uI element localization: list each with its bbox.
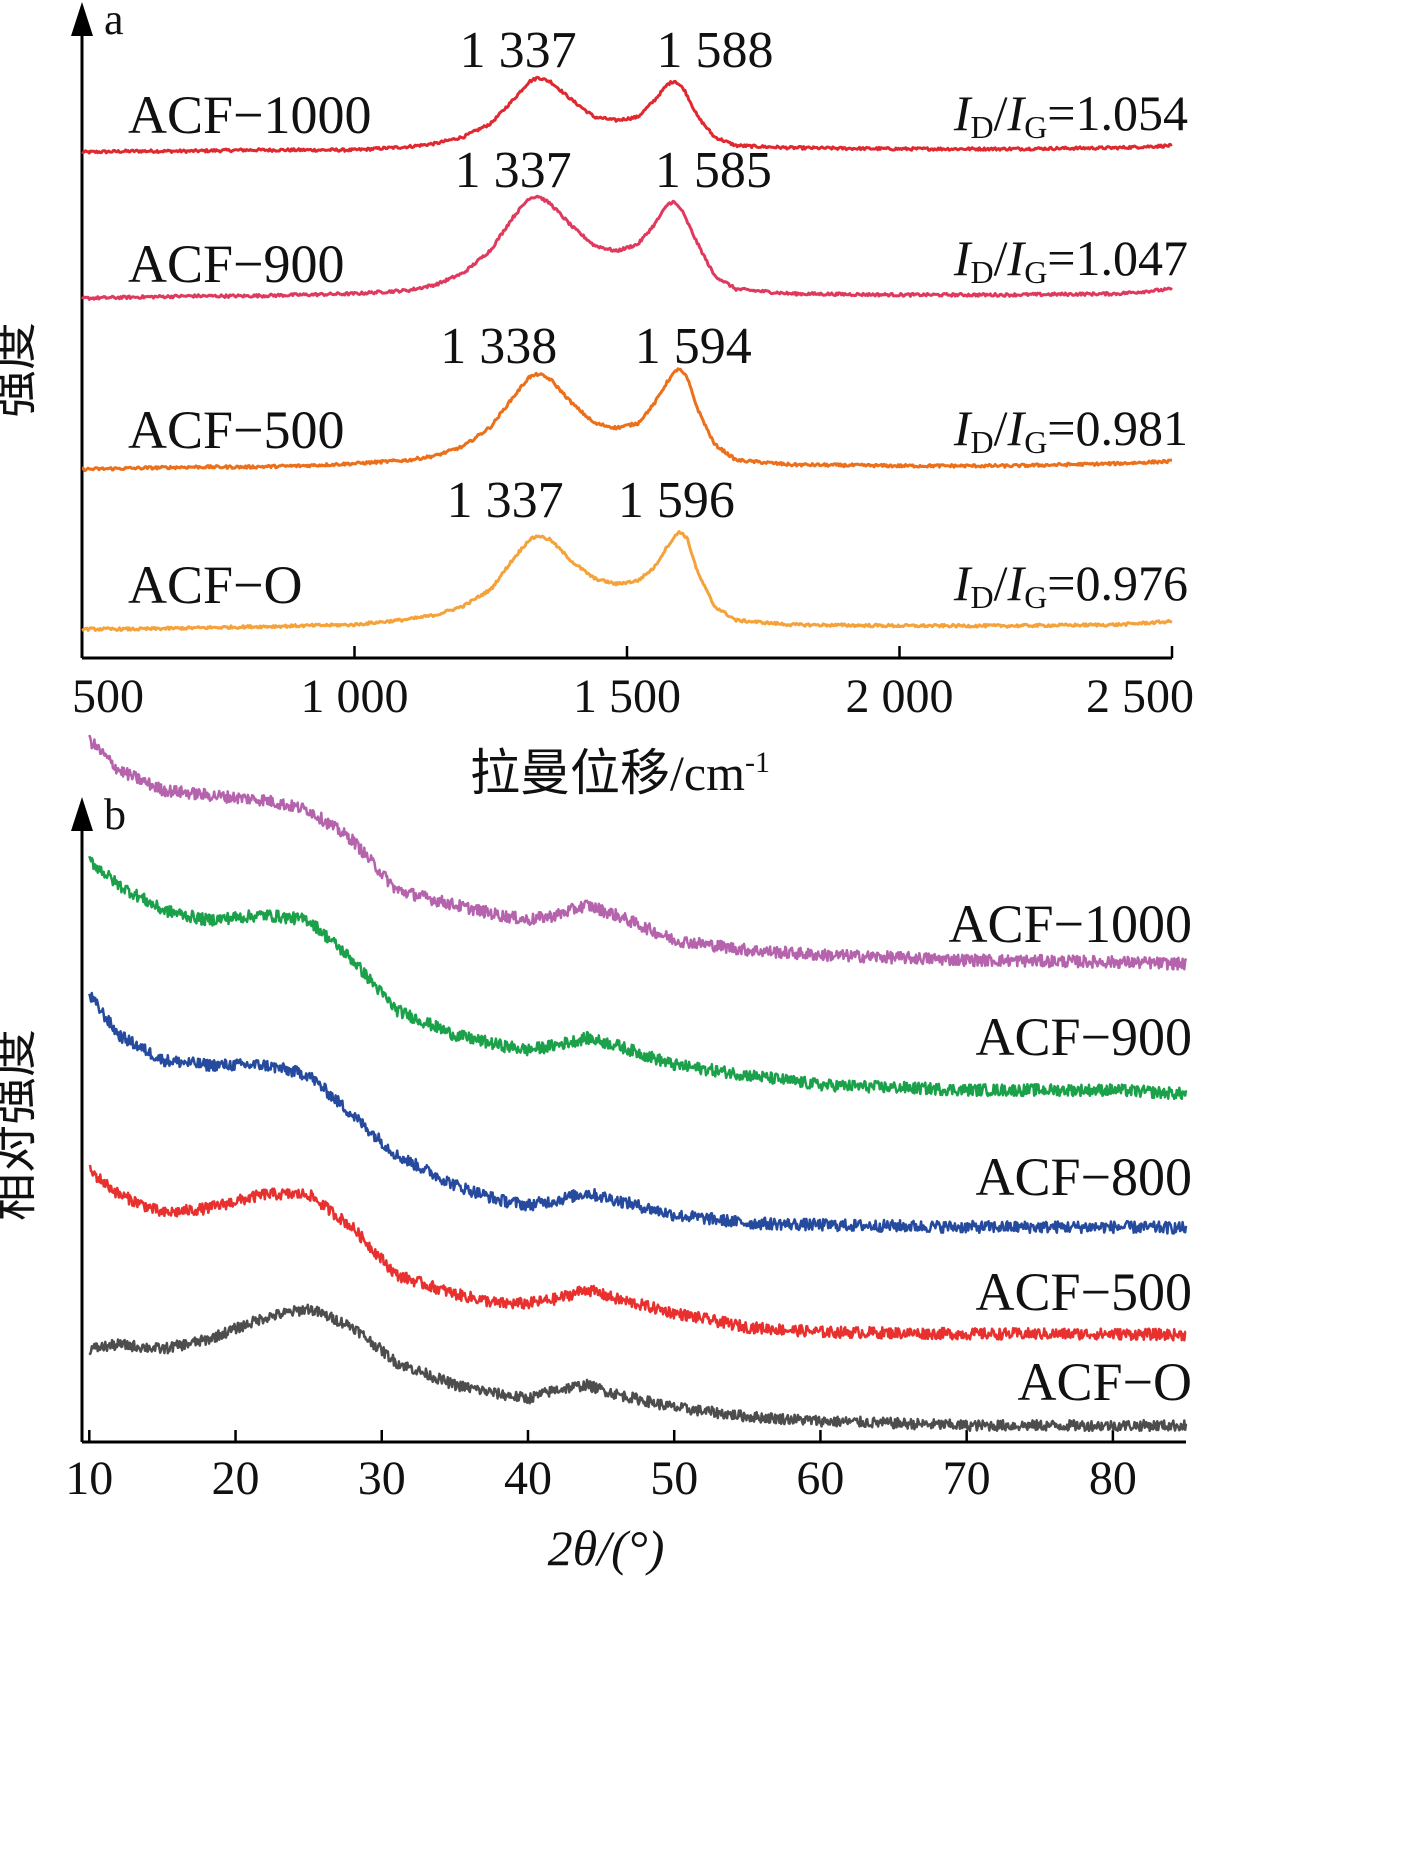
ratio-part: =0.981 xyxy=(1047,400,1188,456)
x-tick-label: 2 500 xyxy=(1086,670,1194,723)
y-axis-title: 强度 xyxy=(0,322,41,418)
x-tick-label: 1 500 xyxy=(573,670,681,723)
peak-label: 1 585 xyxy=(655,142,772,199)
series-5: ACF−O xyxy=(88,1303,1193,1433)
ratio-label: ID/IG=1.054 xyxy=(953,85,1188,145)
ratio-part: =0.976 xyxy=(1047,555,1188,611)
series-line xyxy=(81,194,1173,301)
x-tick-label: 20 xyxy=(212,1452,260,1505)
ratio-part: D xyxy=(971,579,994,615)
ratio-part: I xyxy=(953,555,973,611)
ratio-part: I xyxy=(1007,555,1027,611)
series-label: ACF−1000 xyxy=(128,85,372,145)
series-label: ACF−500 xyxy=(975,1262,1192,1322)
ratio-part: G xyxy=(1024,254,1047,290)
ratio-part: D xyxy=(971,254,994,290)
x-tick-label: 1 000 xyxy=(301,670,409,723)
ratio-part: I xyxy=(953,230,973,286)
y-axis-title: 相对强度 xyxy=(0,1029,41,1221)
series-4: ACF−500 xyxy=(88,1164,1192,1342)
ratio-part: =1.047 xyxy=(1047,230,1188,286)
series-label: ACF−500 xyxy=(128,400,345,460)
series-line xyxy=(81,367,1173,473)
ratio-part: I xyxy=(1007,85,1027,141)
y-axis-arrow-icon xyxy=(71,2,93,36)
peak-label: 1 337 xyxy=(455,142,572,199)
x-axis-title: 拉曼位移/cm-1 xyxy=(470,745,770,801)
ratio-part: / xyxy=(994,555,1008,611)
x-tick-label: 50 xyxy=(650,1452,698,1505)
series-line xyxy=(88,1303,1188,1433)
x-tick-label: 2 000 xyxy=(846,670,954,723)
ratio-part: / xyxy=(994,230,1008,286)
y-axis-arrow-icon xyxy=(71,797,93,831)
ratio-part: / xyxy=(994,85,1008,141)
peak-label: 1 594 xyxy=(635,318,752,375)
peak-label: 1 588 xyxy=(656,22,773,79)
x-tick-label: 500 xyxy=(72,670,144,723)
ratio-part: =1.054 xyxy=(1047,85,1188,141)
ratio-label: ID/IG=0.976 xyxy=(953,555,1188,615)
ratio-part: D xyxy=(971,109,994,145)
ratio-part: G xyxy=(1024,579,1047,615)
series-line xyxy=(88,855,1188,1101)
series-1: ACF−1000 xyxy=(88,734,1192,971)
x-axis-title: 2θ/(°) xyxy=(548,1520,665,1576)
ratio-part: I xyxy=(1007,400,1027,456)
x-tick-label: 40 xyxy=(504,1452,552,1505)
ratio-label: ID/IG=1.047 xyxy=(953,230,1188,290)
x-axis-title-sup: -1 xyxy=(745,746,770,779)
peak-label: 1 338 xyxy=(440,318,557,375)
ratio-part: D xyxy=(971,424,994,460)
series-3: ACF−800 xyxy=(88,991,1192,1235)
peak-label: 1 596 xyxy=(618,472,735,529)
series-line xyxy=(88,734,1188,971)
x-tick-label: 10 xyxy=(65,1452,113,1505)
series-line xyxy=(88,991,1188,1235)
chart-a: a 500 1 000 1 500 2 000 2 500 拉曼位移/cm-1 强度 ACF−1… xyxy=(0,0,1194,801)
chart-b: b 10 20 30 40 50 60 70 80 2θ/(°) 相对强度 ACF−1000 ACF−9… xyxy=(0,734,1193,1576)
ratio-part: I xyxy=(953,400,973,456)
panel-label: a xyxy=(104,0,124,44)
x-tick-label: 30 xyxy=(358,1452,406,1505)
peak-label: 1 337 xyxy=(447,472,564,529)
x-tick-label: 80 xyxy=(1089,1452,1137,1505)
ratio-label: ID/IG=0.981 xyxy=(953,400,1188,460)
series-label: ACF−900 xyxy=(128,234,345,294)
series-label: ACF−1000 xyxy=(948,894,1192,954)
series-label: ACF−800 xyxy=(975,1147,1192,1207)
ratio-part: I xyxy=(1007,230,1027,286)
ratio-part: G xyxy=(1024,109,1047,145)
panel-label: b xyxy=(104,790,126,839)
ratio-part: / xyxy=(994,400,1008,456)
series-label: ACF−O xyxy=(128,555,303,615)
ratio-part: G xyxy=(1024,424,1047,460)
series-label: ACF−900 xyxy=(975,1007,1192,1067)
series-line xyxy=(88,1164,1187,1342)
peak-label: 1 337 xyxy=(460,22,577,79)
series-label: ACF−O xyxy=(1018,1352,1193,1412)
series-line xyxy=(81,530,1173,632)
x-tick-label: 70 xyxy=(943,1452,991,1505)
ratio-part: I xyxy=(953,85,973,141)
x-tick-label: 60 xyxy=(796,1452,844,1505)
series-2: ACF−900 xyxy=(88,855,1192,1101)
series-line xyxy=(81,75,1173,155)
